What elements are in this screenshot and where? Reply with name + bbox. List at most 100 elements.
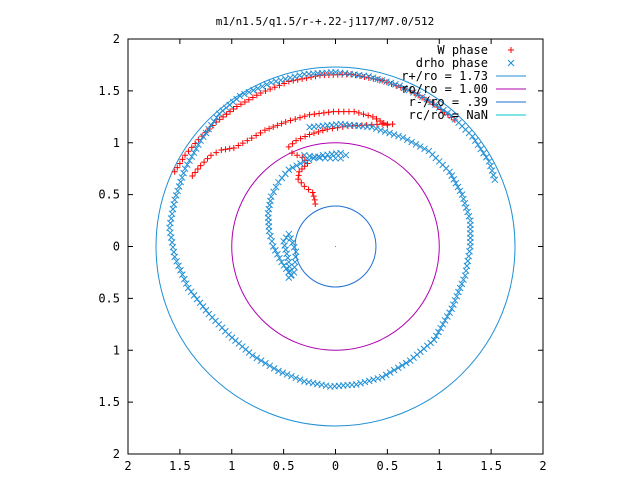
drho-phase-point: [491, 176, 499, 184]
drho-phase-point: [263, 81, 271, 88]
drho-phase-point: [284, 254, 292, 262]
w-phase-point: [171, 168, 178, 175]
drho-phase-point: [458, 280, 466, 288]
drho-phase-point: [431, 101, 439, 109]
w-phase-point: [329, 125, 336, 132]
w-phase-point: [365, 112, 372, 119]
drho-phase-point: [326, 154, 334, 162]
drho-phase-point: [369, 74, 377, 82]
radius-circle: [155, 66, 516, 427]
w-phase-point: [257, 129, 264, 136]
w-phase-point: [324, 126, 331, 133]
w-phase-point: [201, 159, 208, 166]
drho-phase-point: [272, 183, 280, 191]
x-tick-label: 2: [124, 459, 131, 473]
drho-phase-point: [454, 183, 462, 191]
w-phase-point: [230, 144, 237, 151]
w-phase-point: [310, 130, 317, 137]
w-phase-point: [249, 94, 256, 101]
drho-phase-point: [392, 81, 399, 88]
drho-phase-point: [361, 378, 369, 386]
drho-phase-point: [180, 169, 187, 177]
w-phase-point: [373, 115, 380, 122]
w-phase-point: [306, 131, 313, 138]
w-phase-point: [320, 109, 327, 116]
drho-phase-point: [326, 383, 334, 390]
w-phase-point: [266, 125, 273, 132]
w-phase-point: [220, 113, 227, 120]
drho-phase-point: [171, 196, 179, 204]
drho-phase-point: [365, 72, 373, 80]
x-tick-label: 1: [436, 459, 443, 473]
drho-phase-point: [357, 379, 364, 387]
drho-phase-point: [184, 284, 192, 292]
drho-phase-point: [181, 165, 189, 173]
drho-phase-point: [175, 262, 182, 270]
w-phase-point: [294, 152, 301, 159]
drho-phase-point: [383, 78, 390, 86]
drho-phase-point: [199, 303, 207, 310]
drho-phase-point: [262, 359, 269, 367]
drho-phase-point: [405, 86, 413, 94]
x-tick-label: 0: [332, 459, 339, 473]
drho-phase-point: [268, 237, 276, 245]
w-phase-point: [295, 172, 302, 179]
w-phase-point: [276, 82, 283, 89]
drho-phase-point: [399, 134, 407, 141]
drho-phase-point: [254, 85, 262, 92]
w-phase-point: [244, 137, 251, 144]
w-phase-point: [182, 152, 189, 159]
drho-phase-point: [257, 357, 265, 364]
w-phase-point: [197, 162, 204, 169]
drho-phase-point: [488, 167, 496, 174]
drho-phase-point: [432, 332, 440, 340]
drho-phase-point: [474, 141, 482, 149]
drho-phase-point: [213, 114, 220, 121]
w-phase-point: [204, 155, 211, 162]
w-phase-point: [253, 92, 260, 99]
drho-phase-point: [319, 151, 327, 159]
w-phase-point: [311, 196, 318, 203]
w-phase-point: [297, 114, 304, 121]
drho-phase-point: [177, 178, 184, 186]
w-phase-point: [248, 135, 255, 142]
drho-phase-point: [423, 95, 431, 103]
w-phase-point: [274, 122, 281, 129]
drho-phase-point: [374, 375, 382, 382]
w-phase-point: [285, 143, 292, 150]
x-tick-label: 1.5: [480, 459, 502, 473]
w-phase-point: [298, 166, 305, 173]
w-phase-point: [253, 132, 260, 139]
w-phase-point: [330, 108, 337, 115]
drho-phase-point: [175, 183, 183, 190]
drho-phase-point: [205, 125, 212, 133]
x-tick-label: 1: [228, 459, 235, 473]
drho-phase-point: [283, 250, 291, 258]
drho-phase-point: [480, 149, 487, 157]
w-phase-point: [297, 135, 304, 142]
w-phase-point: [226, 145, 233, 152]
drho-phase-point: [250, 86, 257, 94]
drho-phase-point: [288, 372, 295, 380]
drho-phase-point: [301, 158, 308, 165]
drho-phase-point: [309, 379, 317, 387]
drho-phase-point: [461, 272, 469, 279]
drho-phase-point: [173, 257, 180, 265]
drho-phase-point: [186, 157, 193, 165]
drho-phase-point: [290, 243, 298, 251]
w-phase-point: [288, 150, 295, 157]
drho-phase-point: [266, 201, 273, 209]
w-phase-point: [305, 186, 312, 193]
x-tick-label: 1.5: [169, 459, 191, 473]
drho-phase-point: [374, 75, 381, 83]
drho-phase-point: [190, 292, 198, 299]
w-phase-point: [174, 164, 181, 171]
drho-phase-point: [269, 243, 277, 250]
w-phase-point: [379, 121, 386, 128]
drho-phase-point: [241, 90, 248, 98]
w-phase-point: [287, 117, 294, 124]
drho-phase-point: [395, 132, 402, 140]
drho-phase-point: [427, 98, 435, 106]
w-phase-point: [233, 103, 240, 110]
